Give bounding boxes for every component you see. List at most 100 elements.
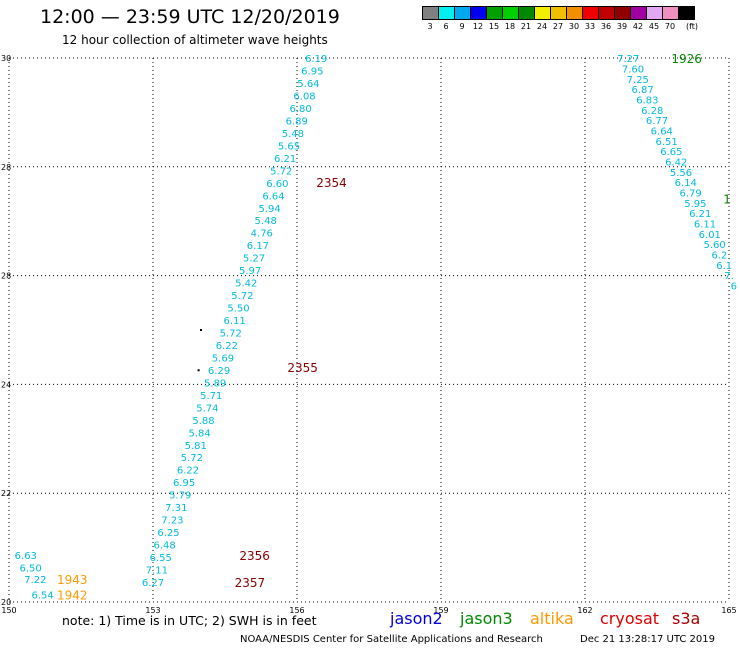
wave-height-value: 6.77 xyxy=(646,116,668,127)
wave-height-value: 6.22 xyxy=(177,466,199,477)
color-scale-label: 18 xyxy=(504,22,516,31)
pass-time-label: 2354 xyxy=(316,176,347,190)
x-tick-label: 150 xyxy=(1,606,16,615)
wave-height-value: 7.60 xyxy=(622,64,644,75)
color-scale-label: 3 xyxy=(427,22,433,31)
wave-height-value: 6.87 xyxy=(631,85,653,96)
wave-height-value: 7.27 xyxy=(617,54,639,65)
wave-height-value: 6.80 xyxy=(290,104,312,115)
color-scale-label: 21 xyxy=(520,22,532,31)
wave-height-value: 6.63 xyxy=(15,551,37,562)
generation-timestamp: Dec 21 13:28:17 UTC 2019 xyxy=(580,634,715,645)
wave-height-value: 7.11 xyxy=(146,565,168,576)
wave-height-value: 6.79 xyxy=(679,188,701,199)
wave-height-value: 6.64 xyxy=(651,126,673,137)
wave-height-value: 5.94 xyxy=(258,204,280,215)
y-tick-label: 28 xyxy=(1,163,11,172)
pass-time-label: 2357 xyxy=(235,576,266,590)
chart-title: 12:00 — 23:59 UTC 12/20/2019 xyxy=(40,6,340,28)
color-scale-label: 15 xyxy=(488,22,500,31)
wave-height-value: 5.72 xyxy=(181,453,203,464)
color-scale-label: 30 xyxy=(568,22,580,31)
wave-height-value: 7.31 xyxy=(165,503,187,514)
wave-height-value: 6.19 xyxy=(305,54,327,65)
x-tick-label: 159 xyxy=(433,606,448,615)
wave-height-value: 6.2 xyxy=(711,250,727,261)
wave-height-value: 5.95 xyxy=(684,199,706,210)
color-scale-label: 27 xyxy=(552,22,564,31)
wave-height-value: 6.14 xyxy=(675,178,697,189)
wave-height-value: 5.65 xyxy=(278,141,300,152)
color-scale-label: 33 xyxy=(584,22,596,31)
legend-s3a: s3a xyxy=(672,609,701,628)
pass-time-label: 1926 xyxy=(671,52,702,66)
y-tick-label: 28 xyxy=(1,272,11,281)
wave-height-value: 7. xyxy=(724,271,734,282)
x-tick-label: 156 xyxy=(289,606,304,615)
wave-height-value: 5.69 xyxy=(212,353,234,364)
wave-height-value: 5.72 xyxy=(270,166,292,177)
color-scale-label: 9 xyxy=(459,22,465,31)
wave-height-value: 6.54 xyxy=(31,590,53,601)
island-marker xyxy=(197,369,200,372)
wave-height-value: 6 xyxy=(731,281,737,292)
y-tick-label: 30 xyxy=(1,54,11,63)
y-tick-label: 24 xyxy=(1,380,11,389)
legend-jason3: jason3 xyxy=(460,609,513,628)
wave-height-value: 5.48 xyxy=(282,129,304,140)
pass-time-label: 1943 xyxy=(57,573,88,587)
wave-height-value: 6.11 xyxy=(694,219,716,230)
wave-height-value: 7.25 xyxy=(627,75,649,86)
wave-height-value: 5.79 xyxy=(169,491,191,502)
wave-height-value: 6.29 xyxy=(208,366,230,377)
wave-height-value: 5.60 xyxy=(703,240,725,251)
wave-height-value: 6.27 xyxy=(142,578,164,589)
wave-height-value: 5.89 xyxy=(204,378,226,389)
wave-height-value: 5.72 xyxy=(231,291,253,302)
wave-height-value: 5.74 xyxy=(196,403,218,414)
wave-height-value: 5.42 xyxy=(235,279,257,290)
wave-height-value: 6.08 xyxy=(293,92,315,103)
wave-height-value: 6.1 xyxy=(716,261,732,272)
color-scale-label: 39 xyxy=(616,22,628,31)
wave-height-value: 6.95 xyxy=(173,478,195,489)
wave-height-value: 6.83 xyxy=(636,95,658,106)
wave-height-value: 6.25 xyxy=(157,528,179,539)
color-scale-label: 12 xyxy=(472,22,484,31)
wave-height-value: 6.60 xyxy=(266,179,288,190)
wave-height-value: 5.48 xyxy=(255,216,277,227)
x-tick-label: 162 xyxy=(577,606,592,615)
color-scale-bar xyxy=(422,6,695,20)
color-scale-label: 6 xyxy=(443,22,449,31)
y-tick-label: 22 xyxy=(1,489,11,498)
color-scale-label: 36 xyxy=(600,22,612,31)
wave-height-value: 6.17 xyxy=(247,241,269,252)
wave-height-value: 6.48 xyxy=(154,541,176,552)
wave-height-value: 6.89 xyxy=(286,116,308,127)
color-swatch xyxy=(678,6,695,20)
wave-height-value: 6.28 xyxy=(641,106,663,117)
wave-height-value: 6.64 xyxy=(262,191,284,202)
wave-height-value: 5.81 xyxy=(185,441,207,452)
wave-height-value: 7.22 xyxy=(24,575,46,586)
wave-height-value: 5.71 xyxy=(200,391,222,402)
wave-height-value: 6.21 xyxy=(689,209,711,220)
color-scale-labels: 3 6 9 12 15 18 21 24 27 30 33 36 39 42 45 70 (ft) xyxy=(422,22,740,34)
wave-height-value: 5.84 xyxy=(188,428,210,439)
wave-height-value: 6.11 xyxy=(223,316,245,327)
color-scale-label: 70 xyxy=(664,22,676,31)
wave-height-value: 6.65 xyxy=(660,147,682,158)
wave-height-value: 5.50 xyxy=(227,304,249,315)
wave-height-value: 6.55 xyxy=(150,553,172,564)
x-tick-label: 165 xyxy=(721,606,736,615)
wave-height-value: 6.42 xyxy=(665,157,687,168)
color-scale-label: 24 xyxy=(536,22,548,31)
wave-height-value: 6.21 xyxy=(274,154,296,165)
wave-height-value: 5.72 xyxy=(220,328,242,339)
wave-height-value: 7.23 xyxy=(161,516,183,527)
wave-height-value: 5.88 xyxy=(192,416,214,427)
pass-time-label: 2355 xyxy=(287,361,318,375)
wave-height-value: 6.22 xyxy=(216,341,238,352)
credit-line: NOAA/NESDIS Center for Satellite Applica… xyxy=(240,634,543,645)
island-marker xyxy=(200,329,202,331)
